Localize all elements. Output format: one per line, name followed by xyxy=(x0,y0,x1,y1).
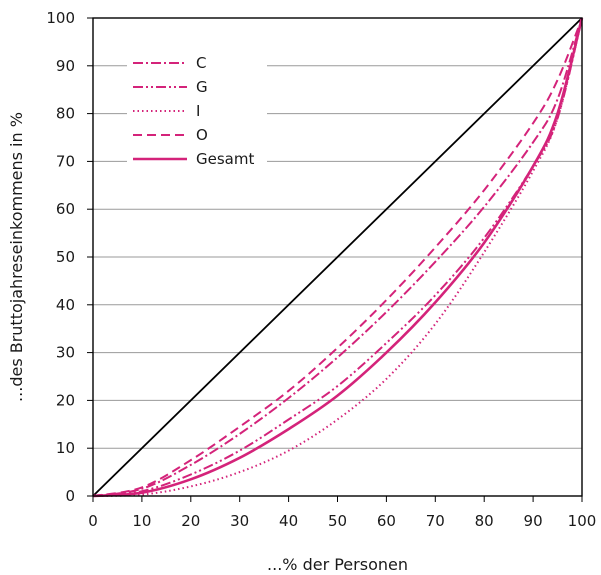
x-tick-label-9: 90 xyxy=(524,512,543,530)
x-tick-label-3: 30 xyxy=(230,512,249,530)
y-tick-label-0: 0 xyxy=(65,487,75,505)
y-tick-label-1: 10 xyxy=(56,439,75,457)
y-tick-label-9: 90 xyxy=(56,57,75,75)
y-tick-label-8: 80 xyxy=(56,105,75,123)
legend-background xyxy=(127,47,267,175)
x-tick-label-7: 70 xyxy=(426,512,445,530)
x-tick-label-0: 0 xyxy=(88,512,98,530)
y-axis-title: ...des Bruttojahreseinkommens in % xyxy=(7,112,26,402)
y-tick-label-4: 40 xyxy=(56,296,75,314)
series-line-c xyxy=(92,17,583,497)
x-tick-label-6: 60 xyxy=(377,512,396,530)
x-tick-label-2: 20 xyxy=(181,512,200,530)
legend-label-o: O xyxy=(196,126,208,144)
x-tick-label-8: 80 xyxy=(475,512,494,530)
y-tick-label-6: 60 xyxy=(56,200,75,218)
x-tick-label-4: 40 xyxy=(279,512,298,530)
y-tick-label-5: 50 xyxy=(56,248,75,266)
y-tick-label-3: 30 xyxy=(56,344,75,362)
legend-label-c: C xyxy=(196,54,206,72)
x-tick-label-10: 100 xyxy=(568,512,597,530)
axis-ticks: 0 10 20 30 40 50 60 70 80 90 100 0 10 20 30 40 50 60 70 80 9… xyxy=(46,9,596,530)
series-line-gesamt xyxy=(92,17,584,498)
series-lines xyxy=(92,17,584,498)
equality-diagonal-line xyxy=(92,17,583,497)
legend-label-i: I xyxy=(196,102,200,120)
x-axis-title: ...% der Personen xyxy=(267,555,408,574)
series-line-o xyxy=(92,17,583,497)
x-tick-label-5: 50 xyxy=(328,512,347,530)
equality-line-group xyxy=(92,17,583,497)
y-tick-label-2: 20 xyxy=(56,391,75,409)
y-tick-label-10: 100 xyxy=(46,9,75,27)
x-tick-label-1: 10 xyxy=(132,512,151,530)
legend-label-gesamt: Gesamt xyxy=(196,150,254,168)
series-line-i xyxy=(92,17,583,497)
legend-label-g: G xyxy=(196,78,208,96)
y-tick-label-7: 70 xyxy=(56,152,75,170)
